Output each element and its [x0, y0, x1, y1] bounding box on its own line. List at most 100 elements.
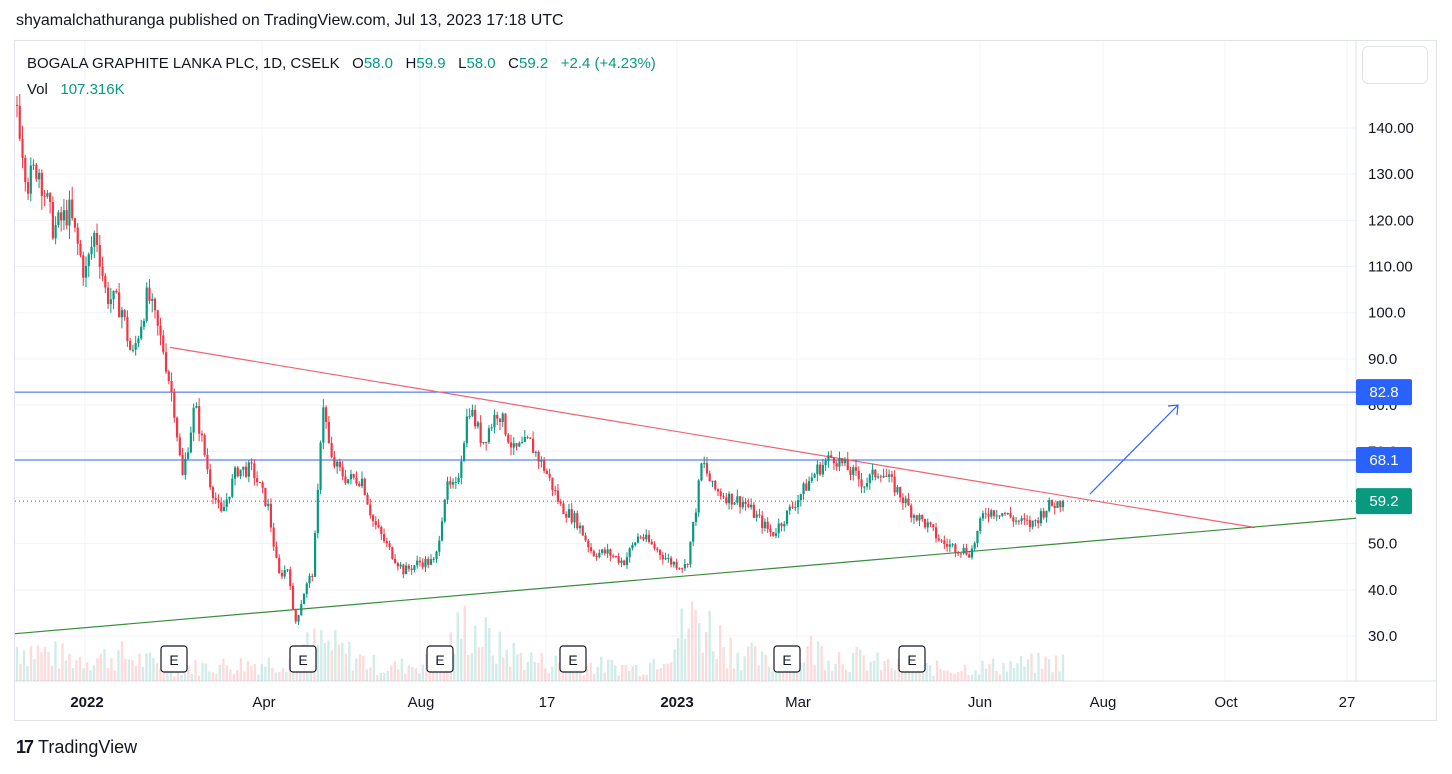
candle-body — [819, 464, 822, 475]
candle-body — [236, 467, 239, 477]
volume-bars — [15, 601, 1065, 681]
volume-bar — [970, 674, 974, 681]
candle-body — [200, 433, 204, 436]
candle-body — [824, 460, 827, 466]
volume-bar — [848, 671, 851, 681]
brand-name: TradingView — [38, 737, 138, 757]
candle-body — [388, 543, 391, 548]
candle-body — [209, 469, 212, 488]
candle-body — [402, 564, 405, 575]
volume-bar — [316, 644, 320, 681]
candle-body — [501, 413, 504, 423]
volume-bar — [236, 670, 239, 681]
candle-body — [233, 467, 237, 479]
candle-body — [217, 499, 220, 503]
candle-body — [976, 530, 979, 544]
candle-body — [112, 290, 115, 300]
candle-body — [325, 407, 328, 422]
trendline-ascending — [14, 517, 1357, 635]
chart-settings-button[interactable] — [1362, 46, 1428, 84]
volume-bar — [648, 663, 652, 681]
candle-body — [358, 483, 361, 487]
earnings-marker[interactable]: E — [898, 645, 926, 673]
volume-bar — [474, 625, 477, 681]
candle-body — [774, 533, 778, 536]
candle-body — [51, 202, 54, 239]
volume-bar — [411, 666, 414, 681]
candle-body — [1003, 513, 1007, 515]
candle-body — [587, 540, 590, 548]
candle-body — [471, 409, 474, 416]
low-label: L — [458, 55, 467, 72]
candle-body — [60, 212, 63, 221]
candle-body — [603, 549, 606, 554]
volume-bar — [386, 671, 390, 681]
candle-body — [700, 463, 703, 481]
earnings-marker[interactable]: E — [289, 645, 317, 673]
candle-body — [1050, 500, 1054, 506]
volume-bar — [348, 641, 351, 681]
volume-bar — [984, 668, 988, 681]
candle-body — [214, 497, 217, 500]
volume-bar — [676, 638, 680, 681]
earnings-marker[interactable]: E — [773, 645, 801, 673]
volume-bar — [725, 668, 729, 681]
candle-body — [239, 469, 242, 477]
candle-body — [932, 524, 935, 528]
candle-body — [899, 487, 902, 498]
earnings-box — [426, 645, 454, 673]
candle-body — [518, 442, 521, 447]
candle-body — [476, 422, 480, 427]
volume-bar — [683, 638, 687, 681]
volume-bar — [418, 673, 421, 681]
volume-bar — [99, 653, 103, 681]
earnings-marker[interactable]: E — [426, 645, 454, 673]
candle-body — [487, 428, 491, 443]
volume-bar — [568, 669, 571, 681]
volume-bar — [621, 664, 624, 681]
candle-body — [567, 509, 571, 518]
volume-bar — [820, 645, 823, 681]
volume-bar — [435, 670, 438, 681]
candle-body — [711, 480, 714, 482]
candle-body — [366, 494, 369, 505]
candle-body — [338, 461, 342, 468]
high-label: H — [405, 55, 417, 72]
volume-bar — [131, 659, 134, 681]
candle-body — [198, 406, 201, 434]
volume-bar — [1061, 654, 1065, 681]
candle-body — [109, 299, 112, 305]
candle-body — [87, 254, 90, 267]
candle-body — [838, 458, 841, 467]
volume-bar — [1051, 672, 1054, 681]
published-header: shyamalchathuranga published on TradingV… — [16, 12, 564, 29]
candle-body — [716, 489, 720, 492]
volume-bar — [89, 670, 92, 681]
candle-body — [211, 487, 215, 498]
candle-body — [736, 496, 739, 503]
candle-body — [661, 555, 664, 560]
volume-bar — [659, 668, 662, 681]
volume-bar — [918, 667, 921, 681]
candle-body — [1026, 519, 1029, 521]
candle-body — [170, 381, 173, 393]
price-tick-label: 130.00 — [1368, 166, 1414, 183]
candle-body — [40, 172, 43, 196]
volume-bar — [337, 644, 341, 681]
candle-body — [664, 558, 667, 560]
volume-bar — [460, 638, 463, 681]
volume-bar — [764, 654, 767, 681]
volume-bar — [278, 672, 281, 681]
earnings-marker[interactable]: E — [160, 645, 188, 673]
volume-bar — [732, 668, 736, 681]
earnings-marker[interactable]: E — [559, 645, 587, 673]
candle-body — [598, 552, 601, 558]
volume-bar — [1012, 668, 1016, 681]
volume-bar — [243, 671, 246, 681]
volume-bar — [488, 627, 491, 681]
volume-bar — [383, 672, 386, 681]
volume-bar — [704, 632, 708, 681]
candle-body — [830, 455, 833, 458]
candle-body — [82, 255, 85, 278]
